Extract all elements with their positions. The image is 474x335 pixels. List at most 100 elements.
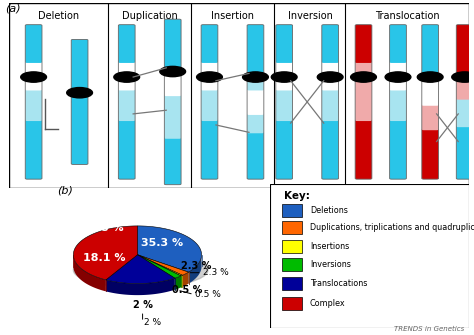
Text: 0.5 %: 0.5 % <box>195 290 221 299</box>
FancyBboxPatch shape <box>25 120 42 179</box>
FancyBboxPatch shape <box>164 137 181 185</box>
Polygon shape <box>137 255 189 275</box>
Text: Insertion: Insertion <box>211 11 254 21</box>
FancyBboxPatch shape <box>422 25 438 78</box>
Text: Duplication: Duplication <box>122 11 178 21</box>
Bar <box>282 204 302 217</box>
Polygon shape <box>137 226 201 272</box>
Bar <box>282 240 302 253</box>
FancyBboxPatch shape <box>390 120 406 179</box>
Bar <box>282 258 302 271</box>
FancyBboxPatch shape <box>71 40 88 103</box>
Polygon shape <box>73 226 137 280</box>
FancyBboxPatch shape <box>456 126 473 179</box>
Text: 0.5 %: 0.5 % <box>172 285 203 295</box>
Text: Key:: Key: <box>284 192 310 201</box>
FancyBboxPatch shape <box>247 113 264 133</box>
Text: Deletion: Deletion <box>38 11 79 21</box>
FancyBboxPatch shape <box>276 120 292 179</box>
FancyBboxPatch shape <box>201 61 218 90</box>
Circle shape <box>21 72 46 82</box>
Circle shape <box>351 72 376 82</box>
FancyBboxPatch shape <box>164 19 181 70</box>
Text: 18.1 %: 18.1 % <box>83 253 126 263</box>
FancyBboxPatch shape <box>164 94 181 116</box>
FancyBboxPatch shape <box>322 25 338 63</box>
FancyBboxPatch shape <box>456 74 473 99</box>
FancyBboxPatch shape <box>164 68 181 96</box>
FancyBboxPatch shape <box>390 89 406 121</box>
Circle shape <box>197 72 222 82</box>
FancyBboxPatch shape <box>247 132 264 179</box>
FancyBboxPatch shape <box>355 61 372 90</box>
Text: 2 %: 2 % <box>133 300 153 310</box>
Text: Complex: Complex <box>310 299 346 308</box>
Text: 41.8 %: 41.8 % <box>81 223 124 233</box>
FancyBboxPatch shape <box>276 25 292 63</box>
FancyBboxPatch shape <box>276 89 292 121</box>
FancyBboxPatch shape <box>25 25 42 63</box>
Text: (a): (a) <box>5 3 20 13</box>
Polygon shape <box>106 278 175 295</box>
FancyBboxPatch shape <box>201 89 218 121</box>
FancyBboxPatch shape <box>118 89 135 121</box>
Text: 2 %: 2 % <box>144 318 161 327</box>
Circle shape <box>452 72 474 82</box>
FancyBboxPatch shape <box>25 89 42 121</box>
Polygon shape <box>106 255 175 284</box>
Text: Insertions: Insertions <box>310 242 349 251</box>
Text: Translocations: Translocations <box>310 279 367 288</box>
FancyBboxPatch shape <box>322 120 338 179</box>
FancyBboxPatch shape <box>456 98 473 127</box>
FancyBboxPatch shape <box>390 25 406 63</box>
Text: TRENDS in Genetics: TRENDS in Genetics <box>394 326 465 332</box>
FancyBboxPatch shape <box>118 120 135 179</box>
Polygon shape <box>181 275 182 287</box>
FancyBboxPatch shape <box>322 61 338 90</box>
Polygon shape <box>137 255 181 278</box>
FancyBboxPatch shape <box>25 61 42 90</box>
Text: 35.3 %: 35.3 % <box>141 238 183 248</box>
FancyBboxPatch shape <box>118 25 135 63</box>
FancyBboxPatch shape <box>9 3 469 188</box>
Text: (b): (b) <box>57 186 73 196</box>
FancyBboxPatch shape <box>270 184 469 328</box>
FancyBboxPatch shape <box>201 25 218 63</box>
FancyBboxPatch shape <box>276 61 292 90</box>
Polygon shape <box>175 276 181 290</box>
FancyBboxPatch shape <box>355 120 372 179</box>
Circle shape <box>67 87 92 98</box>
FancyBboxPatch shape <box>247 25 264 72</box>
Text: 2.3 %: 2.3 % <box>203 268 228 277</box>
FancyBboxPatch shape <box>164 114 181 139</box>
Text: Deletions: Deletions <box>310 206 348 215</box>
Circle shape <box>160 66 186 77</box>
Circle shape <box>271 72 297 82</box>
Circle shape <box>385 72 411 82</box>
Text: Translocation: Translocation <box>375 11 439 21</box>
FancyBboxPatch shape <box>201 120 218 179</box>
FancyBboxPatch shape <box>456 25 473 75</box>
FancyBboxPatch shape <box>355 25 372 63</box>
FancyBboxPatch shape <box>422 129 438 179</box>
Text: Inversion: Inversion <box>288 11 333 21</box>
FancyBboxPatch shape <box>71 101 88 164</box>
FancyBboxPatch shape <box>322 89 338 121</box>
FancyBboxPatch shape <box>422 77 438 106</box>
Text: 2.3 %: 2.3 % <box>181 261 211 271</box>
Polygon shape <box>73 255 106 291</box>
Text: Inversions: Inversions <box>310 260 351 269</box>
Circle shape <box>317 72 343 82</box>
Polygon shape <box>189 255 201 284</box>
Circle shape <box>243 72 268 82</box>
Text: Duplications, triplications and quadruplications: Duplications, triplications and quadrupl… <box>310 223 474 232</box>
Circle shape <box>417 72 443 82</box>
FancyBboxPatch shape <box>247 71 264 90</box>
Circle shape <box>114 72 140 82</box>
FancyBboxPatch shape <box>118 61 135 90</box>
Polygon shape <box>137 255 182 276</box>
FancyBboxPatch shape <box>355 89 372 121</box>
Ellipse shape <box>73 253 208 288</box>
Bar <box>282 221 302 234</box>
FancyBboxPatch shape <box>422 104 438 130</box>
